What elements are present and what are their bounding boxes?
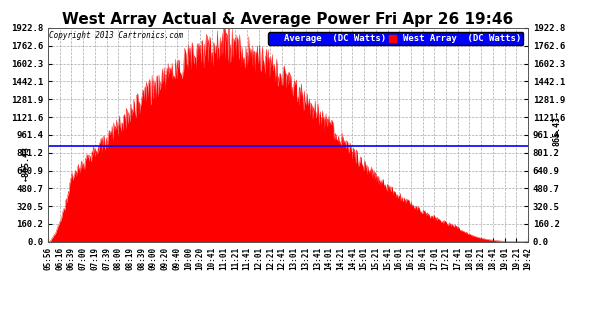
Text: 865.43→: 865.43→	[552, 111, 562, 145]
Text: Copyright 2013 Cartronics.com: Copyright 2013 Cartronics.com	[49, 31, 183, 40]
Legend: Average  (DC Watts), West Array  (DC Watts): Average (DC Watts), West Array (DC Watts…	[268, 33, 523, 45]
Title: West Array Actual & Average Power Fri Apr 26 19:46: West Array Actual & Average Power Fri Ap…	[62, 12, 514, 27]
Text: ←865.43: ←865.43	[22, 145, 31, 180]
